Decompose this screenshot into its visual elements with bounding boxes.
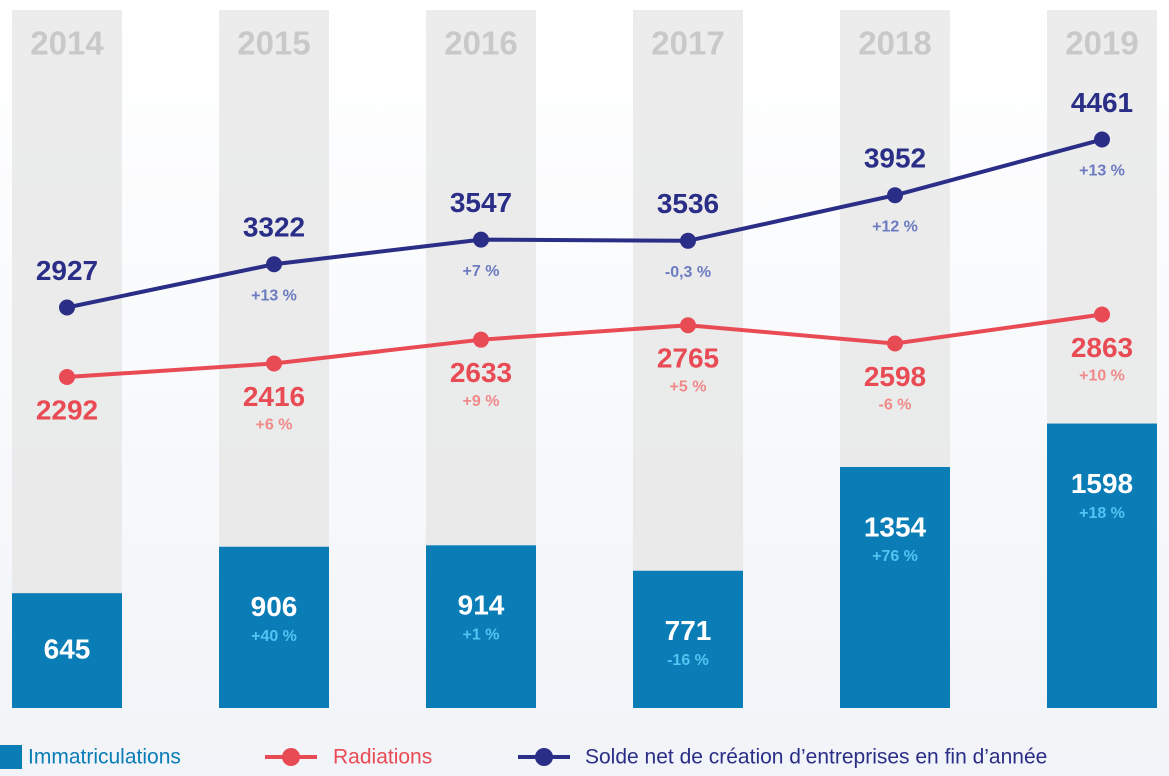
legend-label: Immatriculations bbox=[28, 746, 181, 769]
line-change-label: +9 % bbox=[463, 393, 500, 410]
line-point bbox=[473, 231, 489, 248]
bar bbox=[12, 593, 122, 708]
line-change-label: +13 % bbox=[1079, 163, 1125, 180]
bar-change-label: +18 % bbox=[1079, 505, 1125, 522]
line-point bbox=[680, 232, 696, 249]
line-point bbox=[266, 256, 282, 273]
line-value-label: 2765 bbox=[657, 343, 719, 374]
line-point bbox=[887, 187, 903, 204]
line-value-label: 3952 bbox=[864, 143, 926, 174]
line-change-label: -6 % bbox=[879, 397, 912, 414]
bar-change-label: -16 % bbox=[667, 652, 709, 669]
line-change-label: +7 % bbox=[463, 263, 500, 280]
line-point bbox=[266, 355, 282, 372]
year-label: 2018 bbox=[858, 25, 931, 62]
line-value-label: 3322 bbox=[243, 212, 305, 243]
line-point bbox=[59, 299, 75, 316]
line-point bbox=[473, 331, 489, 348]
line-value-label: 2633 bbox=[450, 357, 512, 388]
bar bbox=[840, 466, 950, 708]
bar bbox=[426, 545, 536, 708]
year-label: 2019 bbox=[1065, 25, 1138, 62]
line bbox=[66, 312, 1103, 380]
line-point bbox=[1094, 306, 1110, 323]
legend-marker bbox=[282, 748, 300, 766]
line-change-label: +12 % bbox=[872, 218, 918, 235]
line-value-label: 3536 bbox=[657, 188, 719, 219]
line-point bbox=[680, 317, 696, 334]
bar-value-label: 914 bbox=[458, 590, 505, 621]
line-value-label: 3547 bbox=[450, 187, 512, 218]
line-point bbox=[887, 335, 903, 352]
year-label: 2014 bbox=[30, 25, 104, 62]
bar-change-label: +76 % bbox=[872, 548, 918, 565]
line-change-label: +6 % bbox=[256, 417, 293, 434]
year-label: 2017 bbox=[651, 25, 724, 62]
line-change-label: +13 % bbox=[251, 287, 297, 304]
line-point bbox=[1094, 131, 1110, 148]
line-change-label: +5 % bbox=[670, 378, 707, 395]
line-change-label: +10 % bbox=[1079, 368, 1125, 385]
legend-label: Solde net de création d’entreprises en f… bbox=[585, 746, 1047, 769]
bar-value-label: 645 bbox=[44, 634, 91, 665]
line-value-label: 2598 bbox=[864, 361, 926, 392]
year-label: 2015 bbox=[237, 25, 310, 62]
year-label: 2016 bbox=[444, 25, 517, 62]
bar bbox=[1047, 423, 1157, 708]
legend-label: Radiations bbox=[333, 746, 432, 769]
legend-marker bbox=[535, 748, 553, 766]
line-value-label: 2927 bbox=[36, 255, 98, 286]
line-change-label: -0,3 % bbox=[665, 264, 711, 281]
line-point bbox=[59, 369, 75, 386]
year-column bbox=[12, 10, 122, 708]
bar-value-label: 1598 bbox=[1071, 468, 1133, 499]
line bbox=[66, 137, 1103, 310]
line-value-label: 2416 bbox=[243, 381, 305, 412]
bar-change-label: +40 % bbox=[251, 628, 297, 645]
bar-value-label: 906 bbox=[251, 591, 298, 622]
bar-value-label: 1354 bbox=[864, 511, 927, 542]
bar bbox=[219, 546, 329, 708]
bar-value-label: 771 bbox=[665, 615, 712, 646]
bar bbox=[633, 570, 743, 708]
legend-swatch bbox=[0, 745, 22, 769]
line-value-label: 2292 bbox=[36, 394, 98, 425]
bar-change-label: +1 % bbox=[463, 627, 500, 644]
line-value-label: 2863 bbox=[1071, 332, 1133, 363]
line-value-label: 4461 bbox=[1071, 87, 1133, 118]
